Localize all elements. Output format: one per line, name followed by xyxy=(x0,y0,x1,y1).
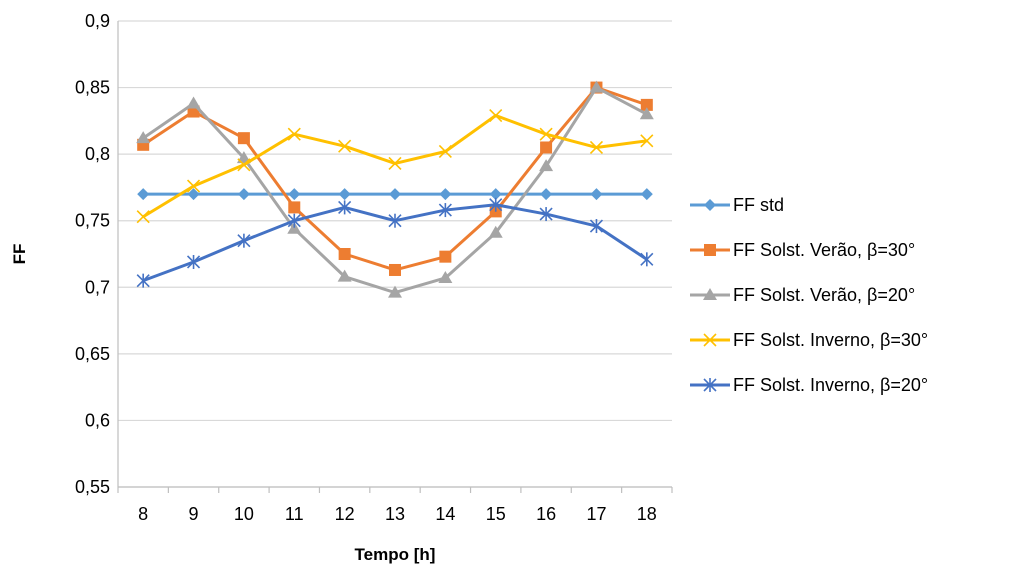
gridlines xyxy=(118,20,672,488)
data-point xyxy=(539,159,554,172)
x-tick-label: 8 xyxy=(138,504,148,524)
x-tick-label: 9 xyxy=(189,504,199,524)
data-point xyxy=(439,250,452,263)
y-tick-label: 0,7 xyxy=(85,277,110,297)
data-point xyxy=(640,252,654,267)
series-1 xyxy=(137,188,653,201)
x-tick-label: 15 xyxy=(486,504,506,524)
data-point xyxy=(438,144,452,159)
legend-item: FF std xyxy=(690,195,784,215)
x-axis-title: Tempo [h] xyxy=(355,545,436,564)
data-point xyxy=(136,210,150,224)
x-tick-label: 13 xyxy=(385,504,405,524)
data-point xyxy=(338,188,351,201)
data-point xyxy=(389,263,401,276)
data-point xyxy=(489,108,503,123)
data-point xyxy=(338,248,351,260)
y-tick-label: 0,8 xyxy=(85,144,110,164)
data-point xyxy=(489,197,503,212)
x-tick-label: 18 xyxy=(637,504,657,524)
data-point xyxy=(640,134,654,148)
data-point xyxy=(488,225,503,238)
data-point xyxy=(639,107,654,120)
series-4 xyxy=(136,108,654,224)
data-point xyxy=(237,158,251,172)
legend-label: FF Solst. Inverno, β=30° xyxy=(733,330,928,350)
x-tick-label: 11 xyxy=(285,504,304,524)
data-point xyxy=(389,188,401,201)
x-tick-label: 10 xyxy=(234,504,254,524)
series-lines xyxy=(136,80,654,298)
y-axis-title: FF xyxy=(10,244,29,265)
legend-label: FF Solst. Verão, β=30° xyxy=(733,240,915,260)
legend-marker xyxy=(704,244,716,256)
legend-marker xyxy=(703,333,717,347)
legend: FF std FF Solst. Verão, β=30° FF Solst. Ve… xyxy=(690,195,928,395)
data-point xyxy=(439,188,452,201)
data-point xyxy=(539,207,553,222)
y-tick-label: 0,55 xyxy=(75,477,110,497)
y-tick-label: 0,6 xyxy=(85,410,110,430)
data-point xyxy=(489,188,502,201)
data-point xyxy=(388,156,402,171)
data-point xyxy=(540,188,553,201)
data-point xyxy=(186,179,201,193)
data-point xyxy=(589,140,604,155)
tick-labels: 0,55 0,6 0,65 0,7 0,75 0,8 0,85 0,9 8 9 10 11 12 13 14… xyxy=(75,11,657,524)
legend-marker xyxy=(703,378,717,392)
legend-marker xyxy=(703,288,717,300)
y-tick-label: 0,65 xyxy=(75,344,110,364)
data-point xyxy=(287,127,301,141)
data-point xyxy=(288,201,301,214)
data-point xyxy=(338,139,352,153)
data-point xyxy=(338,200,352,215)
data-point xyxy=(438,270,453,283)
data-point xyxy=(589,80,604,93)
x-tick-label: 17 xyxy=(586,504,606,524)
y-tick-label: 0,9 xyxy=(85,11,110,31)
data-point xyxy=(136,273,150,288)
data-point xyxy=(540,141,553,154)
data-point xyxy=(237,233,251,248)
data-point xyxy=(590,188,603,201)
data-point xyxy=(288,188,301,201)
legend-label: FF Solst. Inverno, β=20° xyxy=(733,375,928,395)
legend-label: FF Solst. Verão, β=20° xyxy=(733,285,915,305)
data-point xyxy=(186,254,201,269)
legend-label: FF std xyxy=(733,195,784,215)
legend-item: FF Solst. Verão, β=20° xyxy=(690,285,915,305)
y-tick-label: 0,75 xyxy=(75,211,110,231)
legend-marker xyxy=(704,199,716,211)
data-point xyxy=(236,151,251,164)
data-point xyxy=(640,98,653,111)
legend-item: FF Solst. Inverno, β=30° xyxy=(690,330,928,350)
data-point xyxy=(388,213,402,228)
data-point xyxy=(388,285,402,298)
series-5 xyxy=(136,197,654,288)
data-point xyxy=(337,269,352,282)
x-tick-label: 14 xyxy=(435,504,455,524)
data-point xyxy=(438,203,452,218)
data-point xyxy=(237,132,250,145)
series-line xyxy=(142,86,648,272)
legend-item: FF Solst. Verão, β=30° xyxy=(690,240,915,260)
data-point xyxy=(187,188,200,201)
data-point xyxy=(640,188,653,201)
data-point xyxy=(539,127,553,141)
data-point xyxy=(589,219,604,234)
data-point xyxy=(186,96,201,109)
legend-item: FF Solst. Inverno, β=20° xyxy=(690,375,928,395)
x-tick-label: 12 xyxy=(335,504,355,524)
y-tick-label: 0,85 xyxy=(75,78,110,98)
data-point xyxy=(137,188,150,201)
axes xyxy=(117,21,673,493)
x-tick-label: 16 xyxy=(536,504,556,524)
data-point xyxy=(237,188,250,201)
data-point xyxy=(287,213,301,228)
data-point xyxy=(136,131,151,144)
